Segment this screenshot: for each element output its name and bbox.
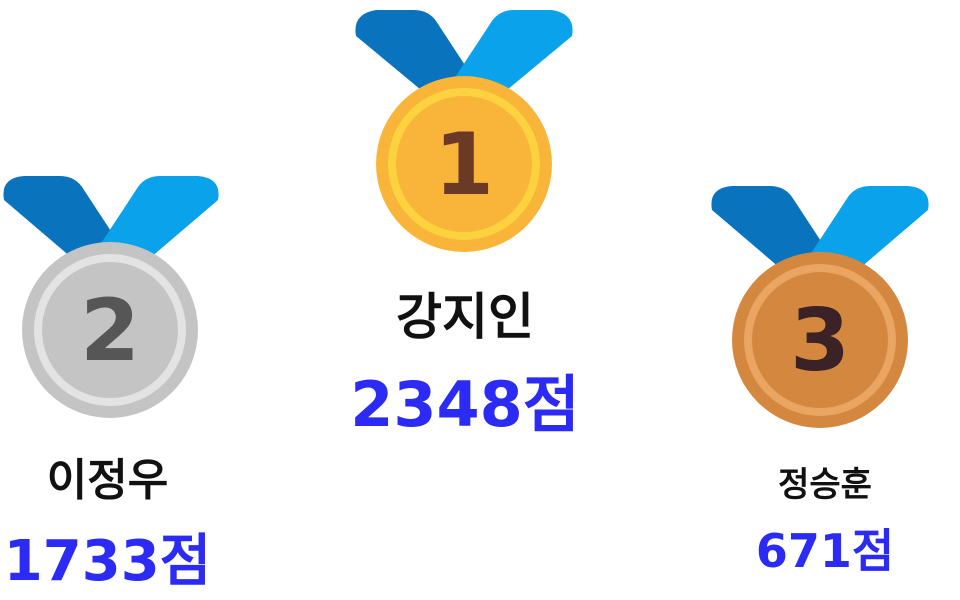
gold-medal-icon: 1	[352, 6, 576, 258]
first-place-score: 2348점	[330, 368, 600, 442]
rank-number: 3	[790, 291, 850, 391]
silver-medal-icon: 2	[0, 172, 222, 422]
second-place-name: 이정우	[0, 453, 215, 509]
rank-number: 2	[80, 281, 140, 381]
third-place-score: 671점	[710, 522, 940, 580]
first-place-name: 강지인	[330, 286, 600, 348]
bronze-medal-icon: 3	[708, 182, 932, 434]
second-place-score: 1733점	[0, 528, 215, 596]
third-place-name: 정승훈	[710, 462, 940, 508]
rank-number: 1	[434, 115, 494, 215]
